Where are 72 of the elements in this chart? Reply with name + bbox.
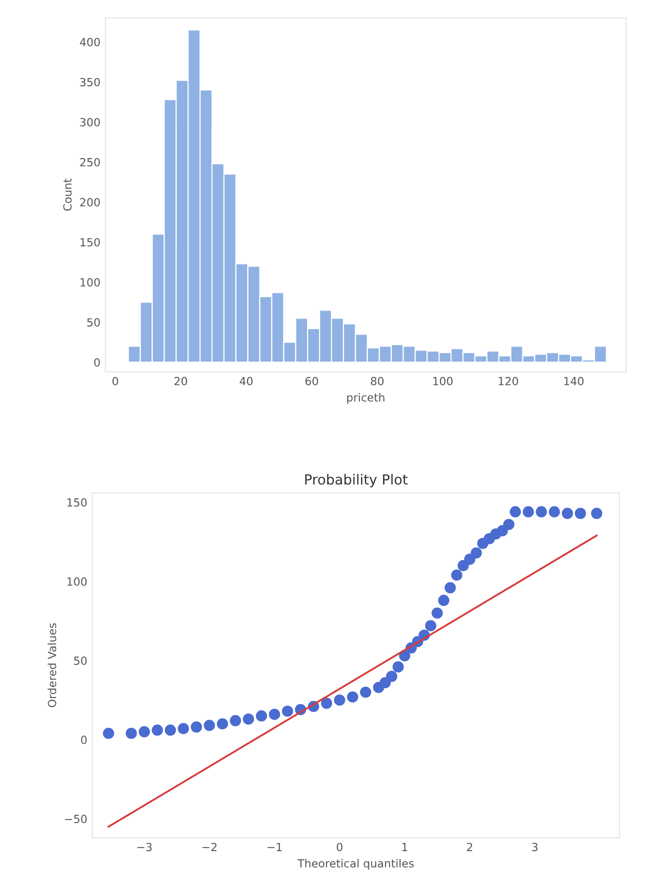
- point: [574, 508, 586, 519]
- y-tick-label: −50: [65, 814, 87, 824]
- point: [438, 594, 450, 606]
- point: [360, 686, 372, 698]
- y-tick-label: 0: [94, 358, 100, 367]
- y-tick-label: 200: [80, 198, 100, 206]
- x-axis-title: Theoretical quantiles: [297, 858, 414, 870]
- point: [536, 506, 547, 518]
- x-tick-label: 140: [564, 376, 584, 386]
- x-tick-label: −2: [202, 842, 216, 852]
- point: [444, 582, 456, 594]
- x-tick-label: 3: [532, 842, 538, 852]
- point: [230, 715, 242, 726]
- y-tick-label: 100: [67, 577, 87, 586]
- point: [126, 728, 137, 739]
- point: [510, 506, 521, 518]
- y-tick-label: 150: [80, 238, 100, 246]
- y-tick-label: 100: [80, 278, 100, 287]
- chart-title: Probability Plot: [305, 474, 408, 488]
- point: [548, 506, 560, 518]
- point: [347, 691, 358, 703]
- y-tick-label: 50: [74, 656, 87, 665]
- point: [392, 661, 404, 672]
- point: [320, 698, 332, 709]
- x-tick-label: 80: [370, 376, 384, 386]
- point: [282, 706, 294, 717]
- y-tick-label: 350: [80, 78, 100, 86]
- point: [256, 710, 268, 722]
- point: [386, 670, 398, 682]
- x-tick-label: 0: [112, 376, 118, 386]
- x-tick-label: 60: [305, 376, 318, 386]
- point: [432, 607, 443, 619]
- y-tick-label: 0: [81, 736, 87, 744]
- y-tick-label: 150: [67, 498, 87, 507]
- y-axis-title: Count: [63, 178, 72, 211]
- point: [242, 713, 254, 725]
- point: [425, 620, 436, 632]
- y-tick-label: 300: [80, 118, 100, 126]
- point: [138, 726, 150, 738]
- point: [451, 569, 462, 581]
- y-tick-label: 400: [80, 38, 100, 46]
- point: [503, 518, 514, 530]
- x-tick-label: 2: [467, 842, 472, 852]
- x-tick-label: 0: [336, 842, 342, 852]
- point: [268, 708, 280, 720]
- x-tick-label: 20: [174, 376, 188, 386]
- point: [178, 722, 189, 734]
- x-tick-label: 120: [498, 376, 518, 386]
- point: [152, 724, 163, 736]
- point: [102, 728, 114, 739]
- x-tick-label: 40: [240, 376, 253, 386]
- point: [380, 677, 391, 688]
- x-tick-label: −1: [267, 842, 282, 852]
- point: [216, 718, 228, 730]
- x-tick-label: 100: [433, 376, 453, 386]
- point: [562, 508, 573, 519]
- point: [470, 547, 482, 559]
- y-tick-label: 250: [80, 158, 100, 166]
- y-tick-label: 50: [87, 318, 100, 327]
- x-tick-label: −3: [137, 842, 152, 852]
- point: [591, 508, 602, 519]
- y-axis-title: Ordered Values: [48, 623, 56, 708]
- point: [164, 724, 176, 736]
- point: [190, 721, 202, 733]
- point: [458, 560, 469, 572]
- point: [496, 525, 508, 536]
- point: [204, 720, 216, 732]
- x-axis-title: priceth: [347, 393, 384, 404]
- point: [522, 506, 534, 518]
- point: [464, 554, 476, 565]
- point: [334, 694, 346, 706]
- x-tick-label: 1: [402, 842, 408, 852]
